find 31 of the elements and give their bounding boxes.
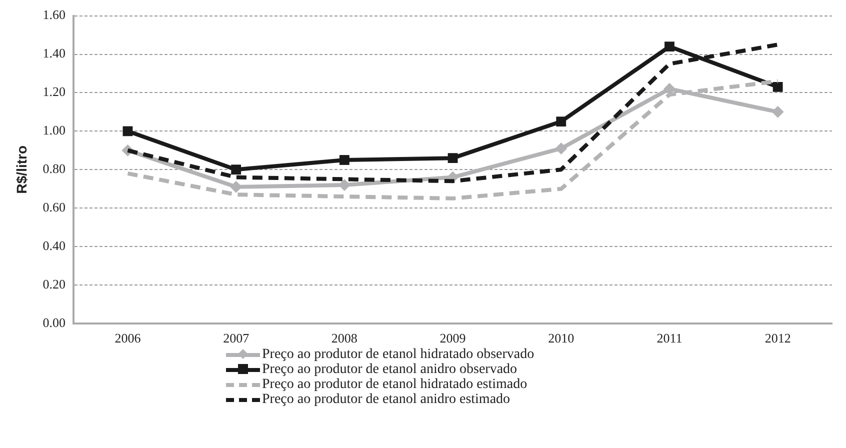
legend-label: Preço ao produtor de etanol hidratado estimado (262, 377, 528, 392)
point (772, 106, 784, 118)
x-tick-label: 2009 (440, 330, 466, 346)
y-tick-label: 1.40 (42, 46, 66, 61)
x-tick-label: 2010 (548, 330, 574, 346)
y-tick-label: 0.60 (42, 199, 66, 214)
y-tick-label: 1.00 (42, 122, 66, 138)
point (339, 155, 350, 165)
y-tick-label: 0.00 (42, 314, 66, 330)
y-tick-label: 0.40 (42, 238, 66, 253)
point (122, 126, 133, 136)
point (556, 116, 566, 126)
y-tick-label: 0.20 (42, 276, 66, 292)
point (231, 164, 242, 175)
x-tick-label: 2008 (331, 330, 358, 346)
point (555, 142, 568, 154)
y-tick-label: 1.20 (42, 84, 66, 100)
legend-label: Preço ao produtor de etanol anidro observado (262, 362, 518, 377)
x-tick-label: 2012 (764, 330, 791, 346)
point (772, 82, 783, 92)
x-tick-label: 2006 (114, 330, 142, 346)
y-axis-title: R$/litro (13, 145, 30, 194)
x-tick-label: 2011 (656, 330, 682, 346)
x-tick-label: 2007 (223, 330, 250, 346)
y-tick-label: 1.60 (42, 7, 66, 22)
y-tick-label: 0.80 (42, 161, 66, 176)
point (664, 42, 674, 52)
point (448, 153, 458, 164)
legend-label: Preço ao produtor de etanol anidro estimado (262, 392, 510, 407)
point (663, 82, 676, 95)
legend-label: Preço ao produtor de etanol hidratado observado (262, 347, 534, 362)
